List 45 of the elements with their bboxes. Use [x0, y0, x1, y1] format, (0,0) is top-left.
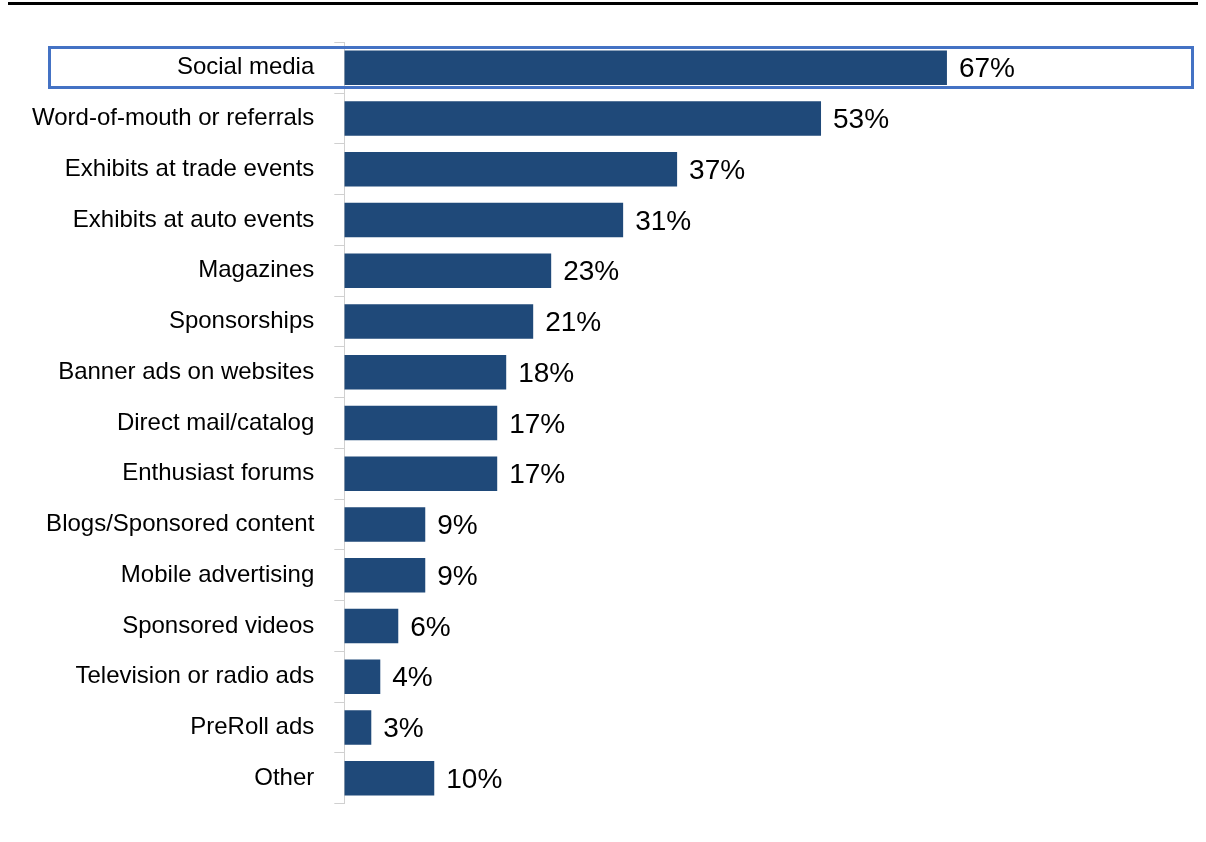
bar: [344, 557, 426, 593]
bar: [344, 304, 534, 339]
bar: [344, 101, 822, 136]
data-label: 17%: [509, 458, 566, 490]
bar: [344, 202, 624, 238]
y-tick-label: Mobile advertising: [120, 559, 315, 587]
data-label: 21%: [545, 306, 602, 338]
data-label: 31%: [635, 204, 692, 236]
data-label: 10%: [446, 762, 503, 794]
y-tick-label: Word-of-mouth or referrals: [31, 103, 315, 131]
data-label: 23%: [563, 255, 620, 287]
y-tick-label: Magazines: [198, 255, 315, 283]
bar: [344, 355, 507, 390]
data-label: 6%: [410, 610, 451, 642]
y-tick-label: Social media: [176, 52, 315, 80]
y-tick-label: Banner ads on websites: [58, 356, 315, 384]
data-label: 17%: [509, 407, 566, 439]
y-tick-label: Other: [254, 762, 315, 790]
bar: [344, 659, 381, 694]
bar: [344, 253, 552, 289]
y-tick-label: Enthusiast forums: [122, 458, 315, 486]
bar: [344, 456, 498, 491]
data-label: 9%: [437, 509, 478, 541]
data-label: 67%: [958, 52, 1015, 84]
bar: [344, 710, 372, 745]
y-tick-label: Television or radio ads: [75, 661, 315, 689]
data-label: 4%: [392, 661, 433, 693]
data-label: 18%: [518, 356, 575, 388]
y-tick-label: PreRoll ads: [190, 712, 315, 740]
y-tick-label: Sponsorships: [168, 306, 315, 334]
y-tick-label: Sponsored videos: [122, 610, 315, 638]
bar: [344, 50, 947, 86]
bar: [344, 760, 435, 796]
data-label: 3%: [383, 712, 424, 744]
bar: [344, 507, 426, 542]
y-tick-label: Exhibits at auto events: [72, 204, 315, 232]
y-tick-label: Direct mail/catalog: [116, 407, 315, 435]
bar: [344, 405, 498, 441]
y-tick-label: Blogs/Sponsored content: [46, 509, 315, 537]
y-tick-label: Exhibits at trade events: [64, 153, 315, 181]
bar: [344, 608, 399, 644]
data-label: 53%: [833, 103, 890, 135]
data-label: 37%: [689, 153, 746, 185]
data-label: 9%: [437, 559, 478, 591]
bar: [344, 152, 678, 187]
